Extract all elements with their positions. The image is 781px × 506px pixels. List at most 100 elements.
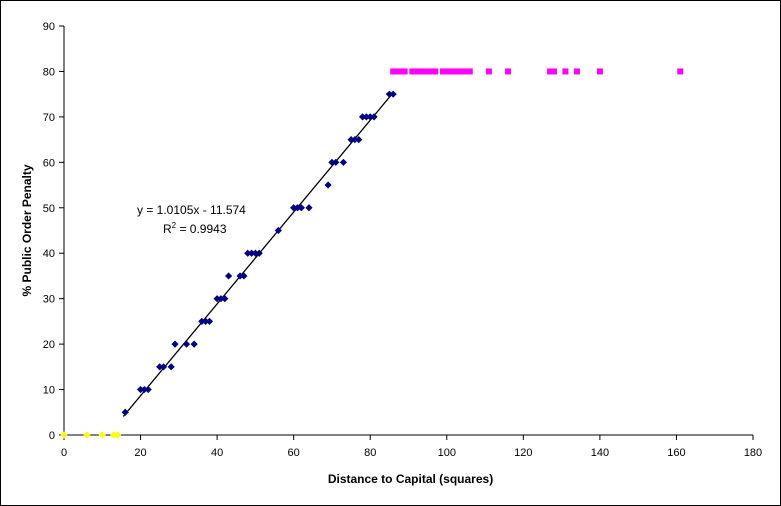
- data-point-square: [677, 68, 684, 75]
- y-tick-label: 40: [43, 248, 55, 260]
- x-axis-ticks: 0 20 40 60 80 100 120 140 160 180: [61, 435, 762, 459]
- y-tick-label: 50: [43, 203, 55, 215]
- data-point-diamond: [332, 158, 340, 166]
- data-point-square: [397, 68, 404, 75]
- x-axis-label: Distance to Capital (squares): [328, 472, 493, 486]
- data-point-diamond: [362, 113, 370, 121]
- data-point-diamond: [205, 317, 214, 325]
- data-point-diamond: [297, 204, 305, 212]
- data-point-diamond: [366, 113, 374, 121]
- y-axis-label: % Public Order Penalty: [20, 164, 34, 296]
- data-point-diamond: [182, 340, 191, 348]
- r-squared-value: = 0.9943: [176, 222, 227, 236]
- data-point-diamond: [110, 431, 118, 439]
- data-point-diamond: [389, 90, 397, 98]
- data-point-diamond: [140, 385, 148, 394]
- data-point-diamond: [247, 249, 256, 257]
- data-point-diamond: [83, 431, 91, 439]
- y-tick-label: 80: [43, 66, 55, 78]
- data-point-diamond: [98, 431, 106, 439]
- data-point-diamond: [305, 204, 313, 212]
- data-point-diamond: [224, 272, 233, 280]
- data-point-square: [420, 68, 427, 75]
- data-point-square: [416, 68, 423, 75]
- data-points: [60, 68, 684, 439]
- data-point-square: [390, 68, 397, 75]
- data-point-square: [451, 68, 458, 75]
- data-point-square: [505, 68, 512, 75]
- data-point-square: [462, 68, 469, 75]
- data-point-diamond: [113, 431, 122, 439]
- data-point-square: [596, 68, 603, 75]
- data-point-diamond: [255, 249, 263, 257]
- data-point-square: [550, 68, 557, 75]
- data-point-diamond: [351, 136, 359, 144]
- data-point-square: [562, 68, 569, 75]
- data-point-diamond: [221, 295, 229, 303]
- x-tick-label: 0: [61, 447, 67, 459]
- data-point-square: [394, 68, 401, 75]
- data-point-diamond: [290, 204, 298, 212]
- data-point-square: [455, 68, 462, 75]
- data-point-diamond: [167, 363, 175, 371]
- data-point-square: [413, 68, 420, 75]
- x-tick-label: 140: [591, 447, 609, 459]
- data-point-diamond: [202, 317, 210, 325]
- data-point-square: [409, 68, 416, 75]
- data-point-diamond: [274, 226, 282, 235]
- data-point-square: [459, 68, 466, 75]
- x-tick-label: 100: [438, 447, 456, 459]
- data-point-diamond: [236, 272, 244, 280]
- x-tick-label: 120: [514, 447, 532, 459]
- y-tick-label: 0: [49, 430, 55, 442]
- data-point-square: [547, 68, 554, 75]
- y-tick-label: 10: [43, 385, 55, 397]
- data-point-square: [401, 68, 408, 75]
- y-tick-label: 70: [43, 112, 55, 124]
- data-point-diamond: [136, 385, 145, 394]
- y-tick-label: 30: [43, 294, 55, 306]
- data-point-diamond: [358, 113, 367, 121]
- plot-area: [64, 26, 753, 435]
- data-point-diamond: [198, 317, 206, 325]
- data-point-diamond: [240, 272, 248, 280]
- data-point-square: [485, 68, 492, 75]
- data-point-diamond: [347, 136, 355, 144]
- data-point-square: [424, 68, 431, 75]
- y-tick-label: 90: [43, 21, 55, 33]
- x-tick-label: 160: [667, 447, 685, 459]
- data-point-diamond: [385, 90, 393, 98]
- x-tick-label: 40: [211, 447, 223, 459]
- r-squared-label: R2 = 0.9943: [163, 221, 227, 236]
- data-point-diamond: [144, 385, 152, 394]
- data-point-diamond: [339, 158, 348, 166]
- data-point-square: [428, 68, 435, 75]
- x-tick-label: 20: [134, 447, 146, 459]
- data-point-diamond: [171, 340, 179, 348]
- data-point-diamond: [190, 340, 198, 348]
- data-point-diamond: [324, 181, 332, 189]
- data-point-diamond: [355, 136, 363, 144]
- y-tick-label: 20: [43, 339, 55, 351]
- data-point-square: [573, 68, 580, 75]
- data-point-diamond: [251, 249, 259, 257]
- data-point-diamond: [159, 363, 168, 371]
- r-squared-prefix: R: [163, 222, 172, 236]
- data-point-diamond: [328, 158, 336, 166]
- r-squared-superscript: 2: [172, 221, 177, 230]
- data-point-square: [466, 68, 473, 75]
- data-point-diamond: [244, 249, 252, 257]
- data-point-square: [439, 68, 446, 75]
- data-point-diamond: [217, 295, 225, 303]
- data-point-diamond: [156, 363, 164, 371]
- x-tick-label: 60: [288, 447, 300, 459]
- x-tick-label: 80: [364, 447, 376, 459]
- data-point-diamond: [213, 295, 221, 303]
- y-tick-label: 60: [43, 157, 55, 169]
- data-point-square: [443, 68, 450, 75]
- data-point-diamond: [293, 204, 302, 212]
- data-point-square: [432, 68, 439, 75]
- data-point-square: [447, 68, 454, 75]
- trendline-equation: y = 1.0105x - 11.574: [137, 203, 246, 217]
